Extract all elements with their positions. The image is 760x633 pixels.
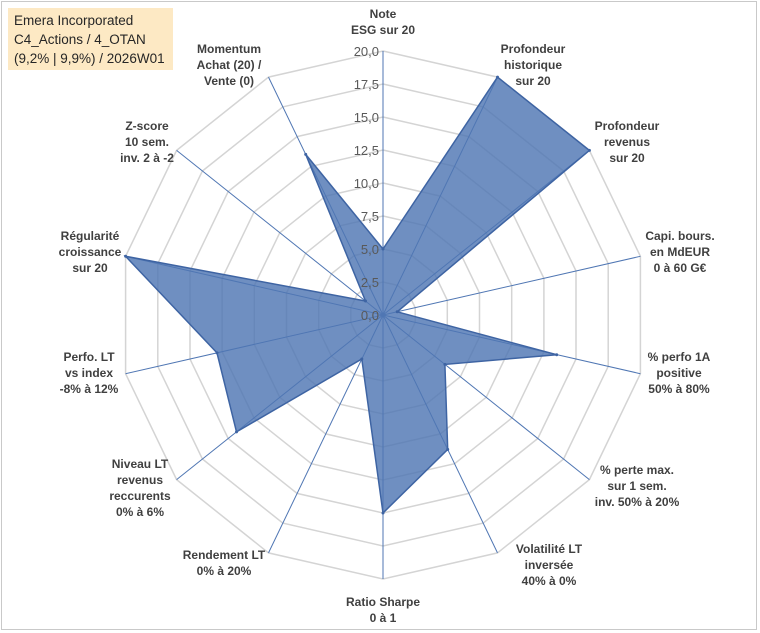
radial-tick-label: 20,0 <box>354 44 379 59</box>
radial-tick-label: 7,5 <box>361 209 379 224</box>
series-point <box>215 351 219 355</box>
axis-category-label: % perte max. sur 1 sem. inv. 50% à 20% <box>595 463 680 509</box>
radar-tick-labels: 0,0 2,5 5,0 7,5 10,0 12,5 15,0 17,5 20,0 <box>354 44 379 323</box>
radial-tick-label: 5,0 <box>361 242 379 257</box>
axis-category-label: Momentum Achat (20) / Vente (0) <box>197 42 262 88</box>
chart-title-box: Emera Incorporated C4_Actions / 4_OTAN (… <box>8 8 173 70</box>
axis-category-label: Z-score 10 sem. inv. 2 à -2 <box>120 119 174 165</box>
radar-series <box>123 75 591 515</box>
radar-category-labels: Note ESG sur 20 Profondeur historique sur 20… <box>59 7 715 625</box>
axis-category-label: Profondeur historique sur 20 <box>501 42 566 88</box>
series-point <box>304 152 308 156</box>
axis-category-label: Perfo. LT vs index -8% à 12% <box>60 350 119 396</box>
chart-title-company: Emera Incorporated <box>14 13 134 28</box>
series-point <box>124 254 128 258</box>
series-point <box>360 357 364 361</box>
series-point <box>443 362 447 366</box>
axis-category-label: Niveau LT revenus reccurents 0% à 6% <box>109 457 171 519</box>
chart-title-portfolio: C4_Actions / 4_OTAN <box>14 32 146 47</box>
series-point <box>496 75 499 79</box>
axis-category-label: Rendement LT 0% à 20% <box>183 548 266 578</box>
radial-tick-label: 17,5 <box>354 77 379 92</box>
axis-category-label: Capi. bours. en MdEUR 0 à 60 G€ <box>645 229 714 275</box>
radial-tick-label: 15,0 <box>354 110 379 125</box>
radial-tick-label: 2,5 <box>361 275 379 290</box>
axis-category-label: Volatilité LT inversée 40% à 0% <box>516 542 583 588</box>
series-point <box>235 430 238 434</box>
axis-category-label: Ratio Sharpe 0 à 1 <box>346 595 420 625</box>
series-point <box>364 299 367 303</box>
series-point <box>446 447 450 451</box>
series-point <box>587 148 591 152</box>
radial-tick-label: 0,0 <box>361 308 379 323</box>
axis-category-label: Note ESG sur 20 <box>351 7 415 37</box>
series-point <box>395 310 399 314</box>
axis-category-label: Profondeur revenus sur 20 <box>595 119 660 165</box>
axis-category-label: % perfo 1A positive 50% à 80% <box>648 350 711 396</box>
axis-spoke <box>176 150 384 316</box>
series-point <box>555 353 559 357</box>
series-point <box>381 247 385 251</box>
axis-spoke <box>382 255 641 316</box>
radial-tick-label: 10,0 <box>354 176 379 191</box>
axis-category-label: Régularité croissance sur 20 <box>59 229 122 275</box>
radial-tick-label: 12,5 <box>354 143 379 158</box>
series-point <box>381 511 385 515</box>
chart-title-stats: (9,2% | 9,9%) / 2026W01 <box>14 51 165 66</box>
